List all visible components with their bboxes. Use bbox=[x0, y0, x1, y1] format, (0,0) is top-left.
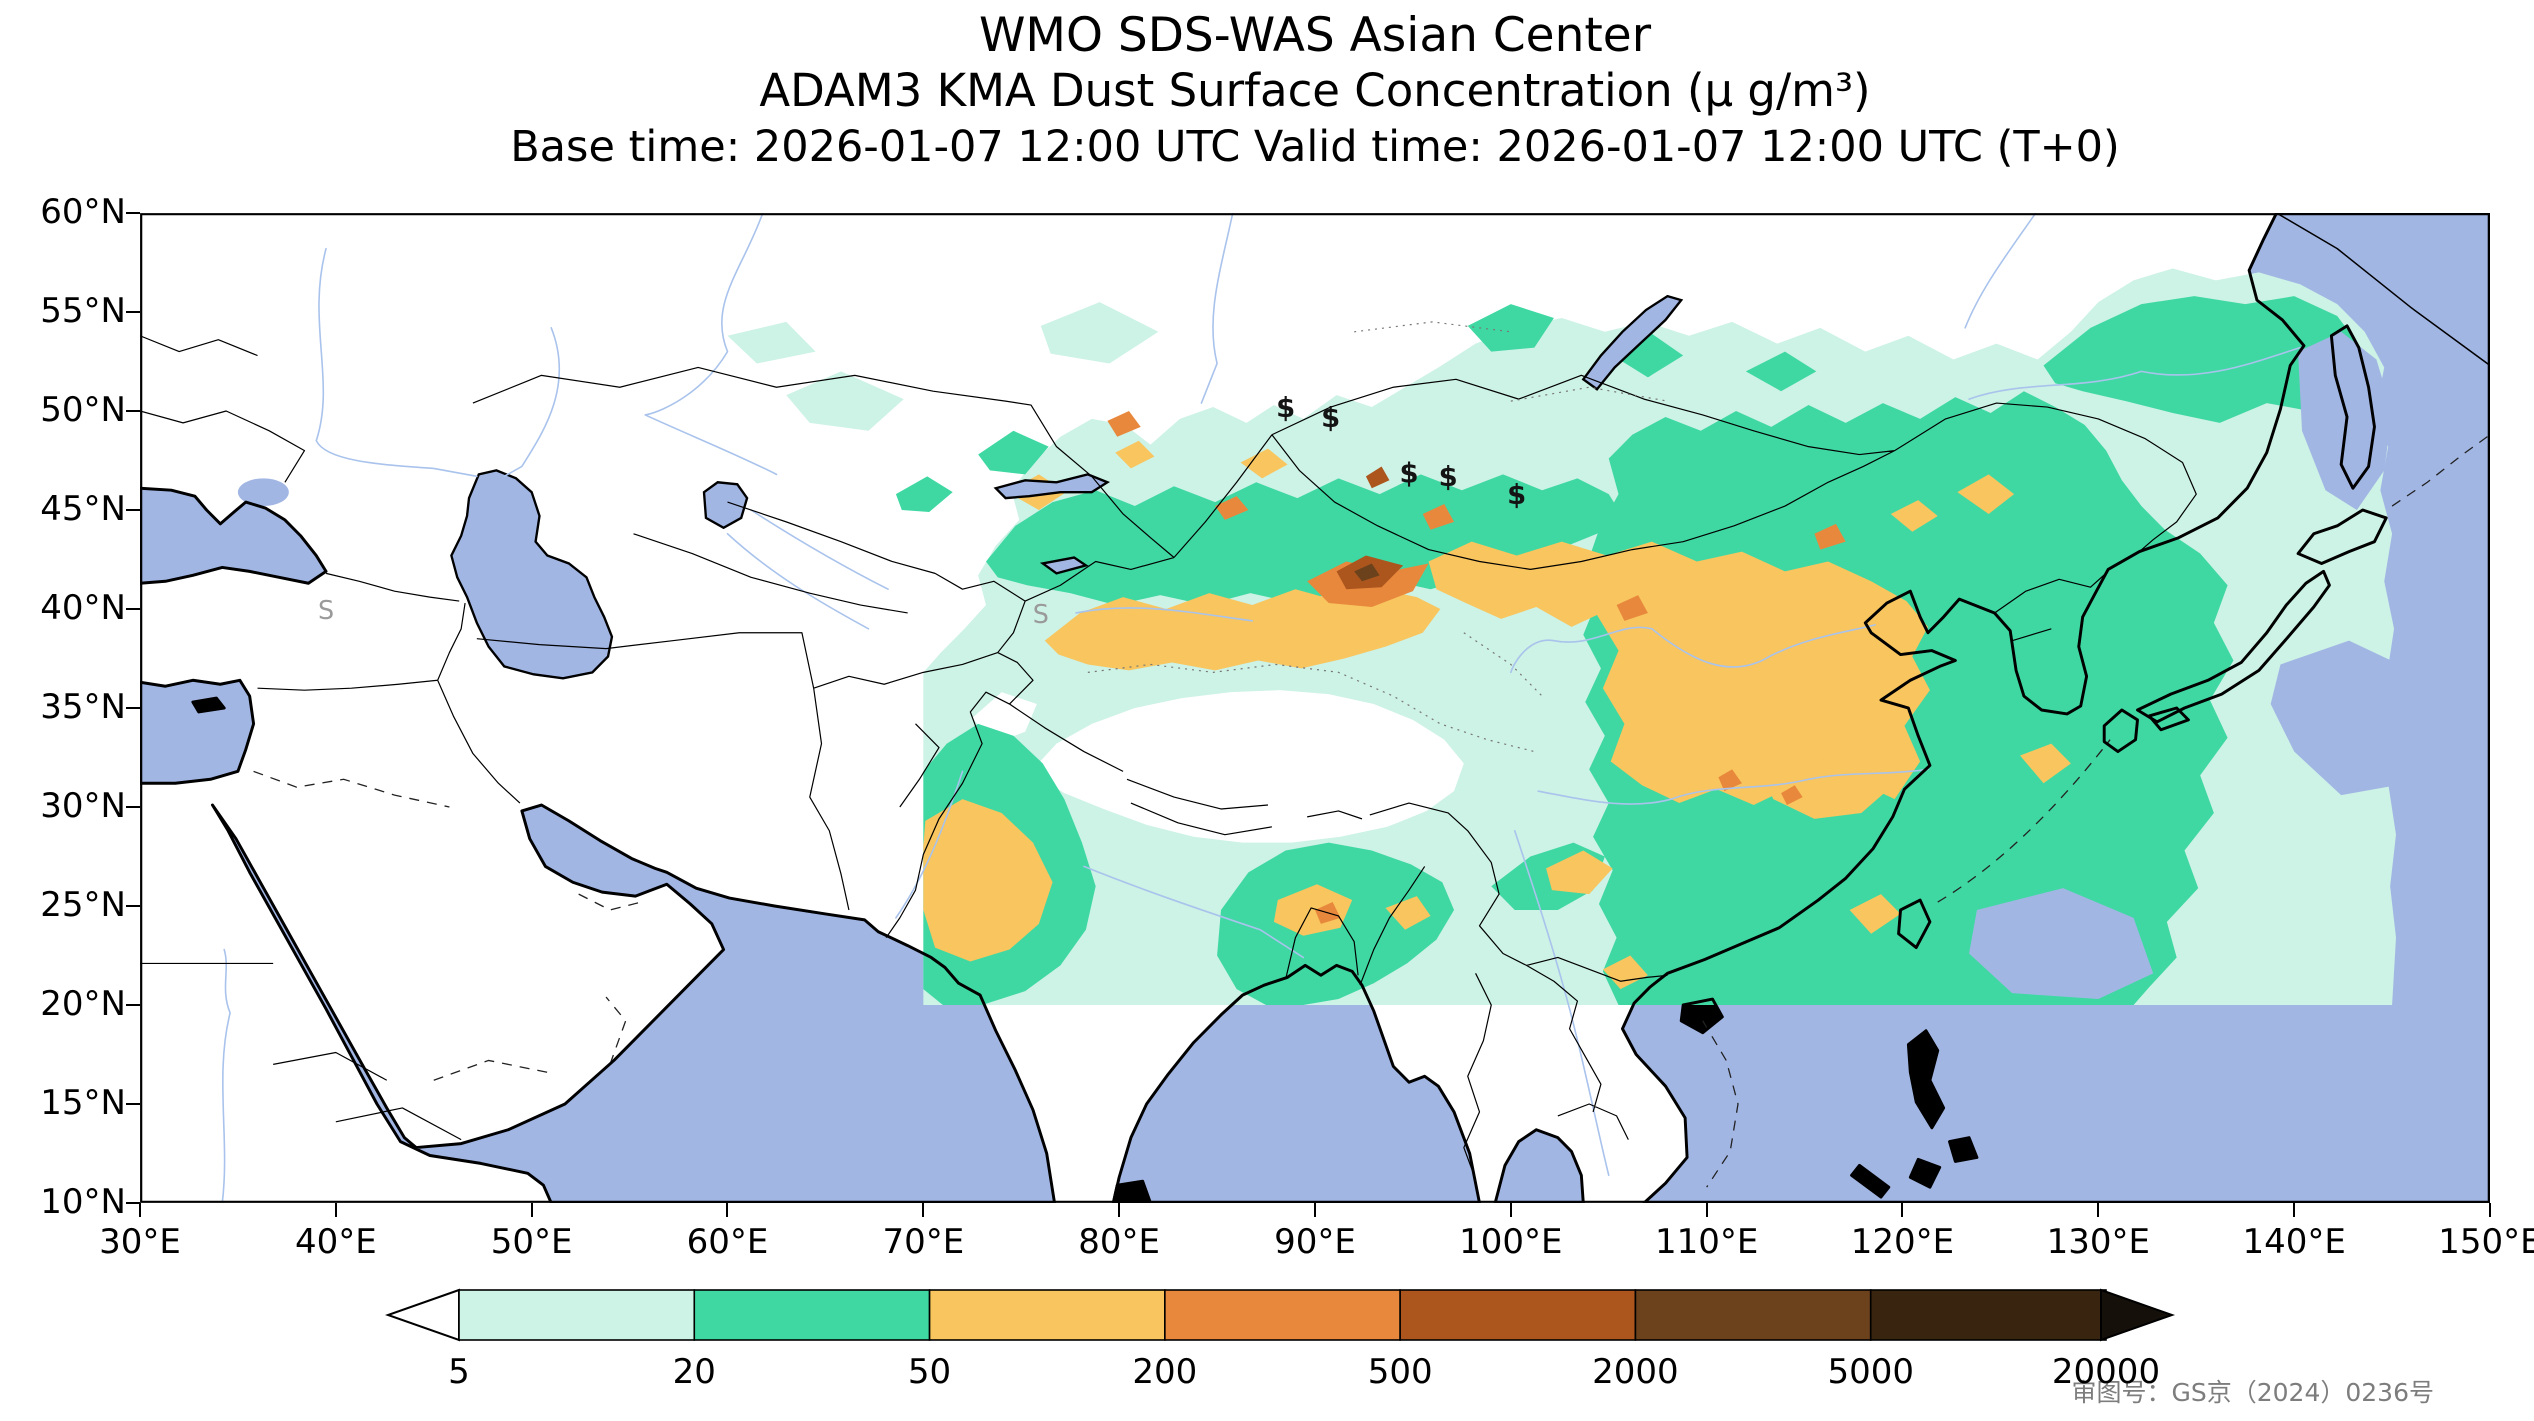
y-tick-label: 60°N bbox=[40, 192, 126, 233]
country-borders bbox=[140, 336, 2196, 1179]
x-tick-label: 30°E bbox=[99, 1222, 181, 1262]
x-tick-mark bbox=[1313, 1203, 1316, 1217]
ocean-layer bbox=[140, 213, 2490, 1203]
dust-storm-symbol: $ bbox=[1276, 392, 1295, 424]
x-tick-label: 140°E bbox=[2242, 1222, 2346, 1262]
x-tick-label: 60°E bbox=[686, 1222, 769, 1262]
x-tick-mark bbox=[1509, 1203, 1512, 1217]
colorbar-tick-label: 5 bbox=[448, 1352, 470, 1392]
dotted-borders bbox=[1088, 322, 1668, 752]
y-tick-mark bbox=[126, 1202, 140, 1204]
colorbar-segment bbox=[1869, 1289, 2107, 1341]
colorbar-segment bbox=[1634, 1289, 1872, 1341]
colorbar-tick-label: 20000 bbox=[2051, 1352, 2161, 1392]
x-tick-label: 40°E bbox=[294, 1222, 377, 1262]
y-tick-label: 20°N bbox=[40, 984, 126, 1025]
y-tick-mark bbox=[126, 509, 140, 511]
x-tick-mark bbox=[1901, 1203, 1904, 1217]
y-tick-mark bbox=[126, 905, 140, 907]
x-tick-mark bbox=[726, 1203, 729, 1217]
figure-timestamp: Base time: 2026-01-07 12:00 UTC Valid ti… bbox=[510, 122, 2120, 172]
x-tick-label: 100°E bbox=[1459, 1222, 1563, 1262]
colorbar-segment bbox=[1399, 1289, 1637, 1341]
dust-storm-symbol: $ bbox=[1399, 457, 1418, 489]
x-tick-mark bbox=[139, 1203, 141, 1217]
x-tick-mark bbox=[1705, 1203, 1708, 1217]
y-tick-mark bbox=[126, 1103, 140, 1105]
x-tick-mark bbox=[1118, 1203, 1121, 1217]
x-tick-mark bbox=[2097, 1203, 2100, 1217]
colorbar-tick-label: 5000 bbox=[1827, 1352, 1914, 1392]
x-tick-label: 50°E bbox=[490, 1222, 573, 1262]
colorbar bbox=[384, 1288, 2176, 1342]
colorbar-tick-label: 200 bbox=[1132, 1352, 1198, 1392]
colorbar-right-arrow bbox=[2100, 1288, 2176, 1342]
y-tick-label: 50°N bbox=[40, 390, 126, 431]
y-tick-mark bbox=[126, 806, 140, 808]
y-tick-label: 40°N bbox=[40, 588, 126, 629]
dust-storm-symbol: $ bbox=[1507, 479, 1526, 511]
x-tick-label: 70°E bbox=[882, 1222, 965, 1262]
colorbar-segment bbox=[928, 1289, 1166, 1341]
colorbar-tick-label: 20 bbox=[672, 1352, 716, 1392]
station-symbol: S bbox=[318, 596, 334, 626]
colorbar-segment bbox=[1164, 1289, 1401, 1341]
dust-concentration-layer bbox=[727, 268, 2436, 1005]
x-tick-label: 90°E bbox=[1274, 1222, 1356, 1262]
y-tick-label: 25°N bbox=[40, 885, 126, 926]
figure-title: WMO SDS-WAS Asian Center bbox=[978, 8, 1652, 63]
rivers-layer bbox=[222, 213, 2300, 1203]
dashed-borders bbox=[254, 435, 2490, 1187]
dust-storm-symbol: $ bbox=[1321, 402, 1340, 434]
colorbar-segment bbox=[693, 1289, 931, 1341]
colorbar-tick-label: 500 bbox=[1367, 1352, 1433, 1392]
colorbar-left-arrow bbox=[384, 1288, 460, 1342]
colorbar-segment bbox=[458, 1289, 696, 1341]
x-tick-mark bbox=[922, 1203, 925, 1217]
y-tick-mark bbox=[126, 707, 140, 709]
plot-frame bbox=[141, 214, 2489, 1202]
y-tick-label: 35°N bbox=[40, 687, 126, 728]
y-tick-label: 45°N bbox=[40, 489, 126, 530]
x-tick-mark bbox=[2293, 1203, 2296, 1217]
x-tick-mark bbox=[530, 1203, 533, 1217]
x-tick-mark bbox=[2488, 1203, 2491, 1217]
x-tick-label: 130°E bbox=[2046, 1222, 2151, 1262]
y-tick-mark bbox=[126, 311, 140, 313]
coastlines-layer bbox=[140, 213, 2490, 1203]
map-svg: $ $ $ $ $ S S bbox=[140, 213, 2490, 1203]
y-tick-mark bbox=[126, 1004, 140, 1006]
y-tick-mark bbox=[126, 608, 140, 610]
y-tick-label: 15°N bbox=[40, 1083, 126, 1124]
colorbar-tick-label: 2000 bbox=[1592, 1352, 1679, 1392]
x-tick-label: 120°E bbox=[1850, 1222, 1955, 1262]
station-symbol: S bbox=[1033, 600, 1049, 630]
x-tick-label: 150°E bbox=[2438, 1222, 2534, 1262]
y-tick-label: 55°N bbox=[40, 291, 126, 332]
x-tick-label: 80°E bbox=[1078, 1222, 1161, 1262]
y-tick-mark bbox=[126, 212, 140, 214]
dust-storm-symbol: $ bbox=[1439, 461, 1458, 493]
y-tick-mark bbox=[126, 410, 140, 412]
y-tick-label: 10°N bbox=[40, 1182, 126, 1223]
x-tick-label: 110°E bbox=[1654, 1222, 1759, 1262]
x-tick-mark bbox=[334, 1203, 337, 1217]
map-license-note: 审图号：GS京（2024）0236号 bbox=[2071, 1378, 2435, 1407]
map-canvas: $ $ $ $ $ S S 审图号：GS京（2024）0236号 bbox=[140, 213, 2490, 1407]
colorbar-tick-label: 50 bbox=[907, 1352, 952, 1392]
figure-subtitle: ADAM3 KMA Dust Surface Concentration (μ … bbox=[759, 64, 1871, 117]
observation-symbols-layer: $ $ $ $ $ S S bbox=[318, 392, 1526, 630]
y-tick-label: 30°N bbox=[40, 786, 126, 827]
